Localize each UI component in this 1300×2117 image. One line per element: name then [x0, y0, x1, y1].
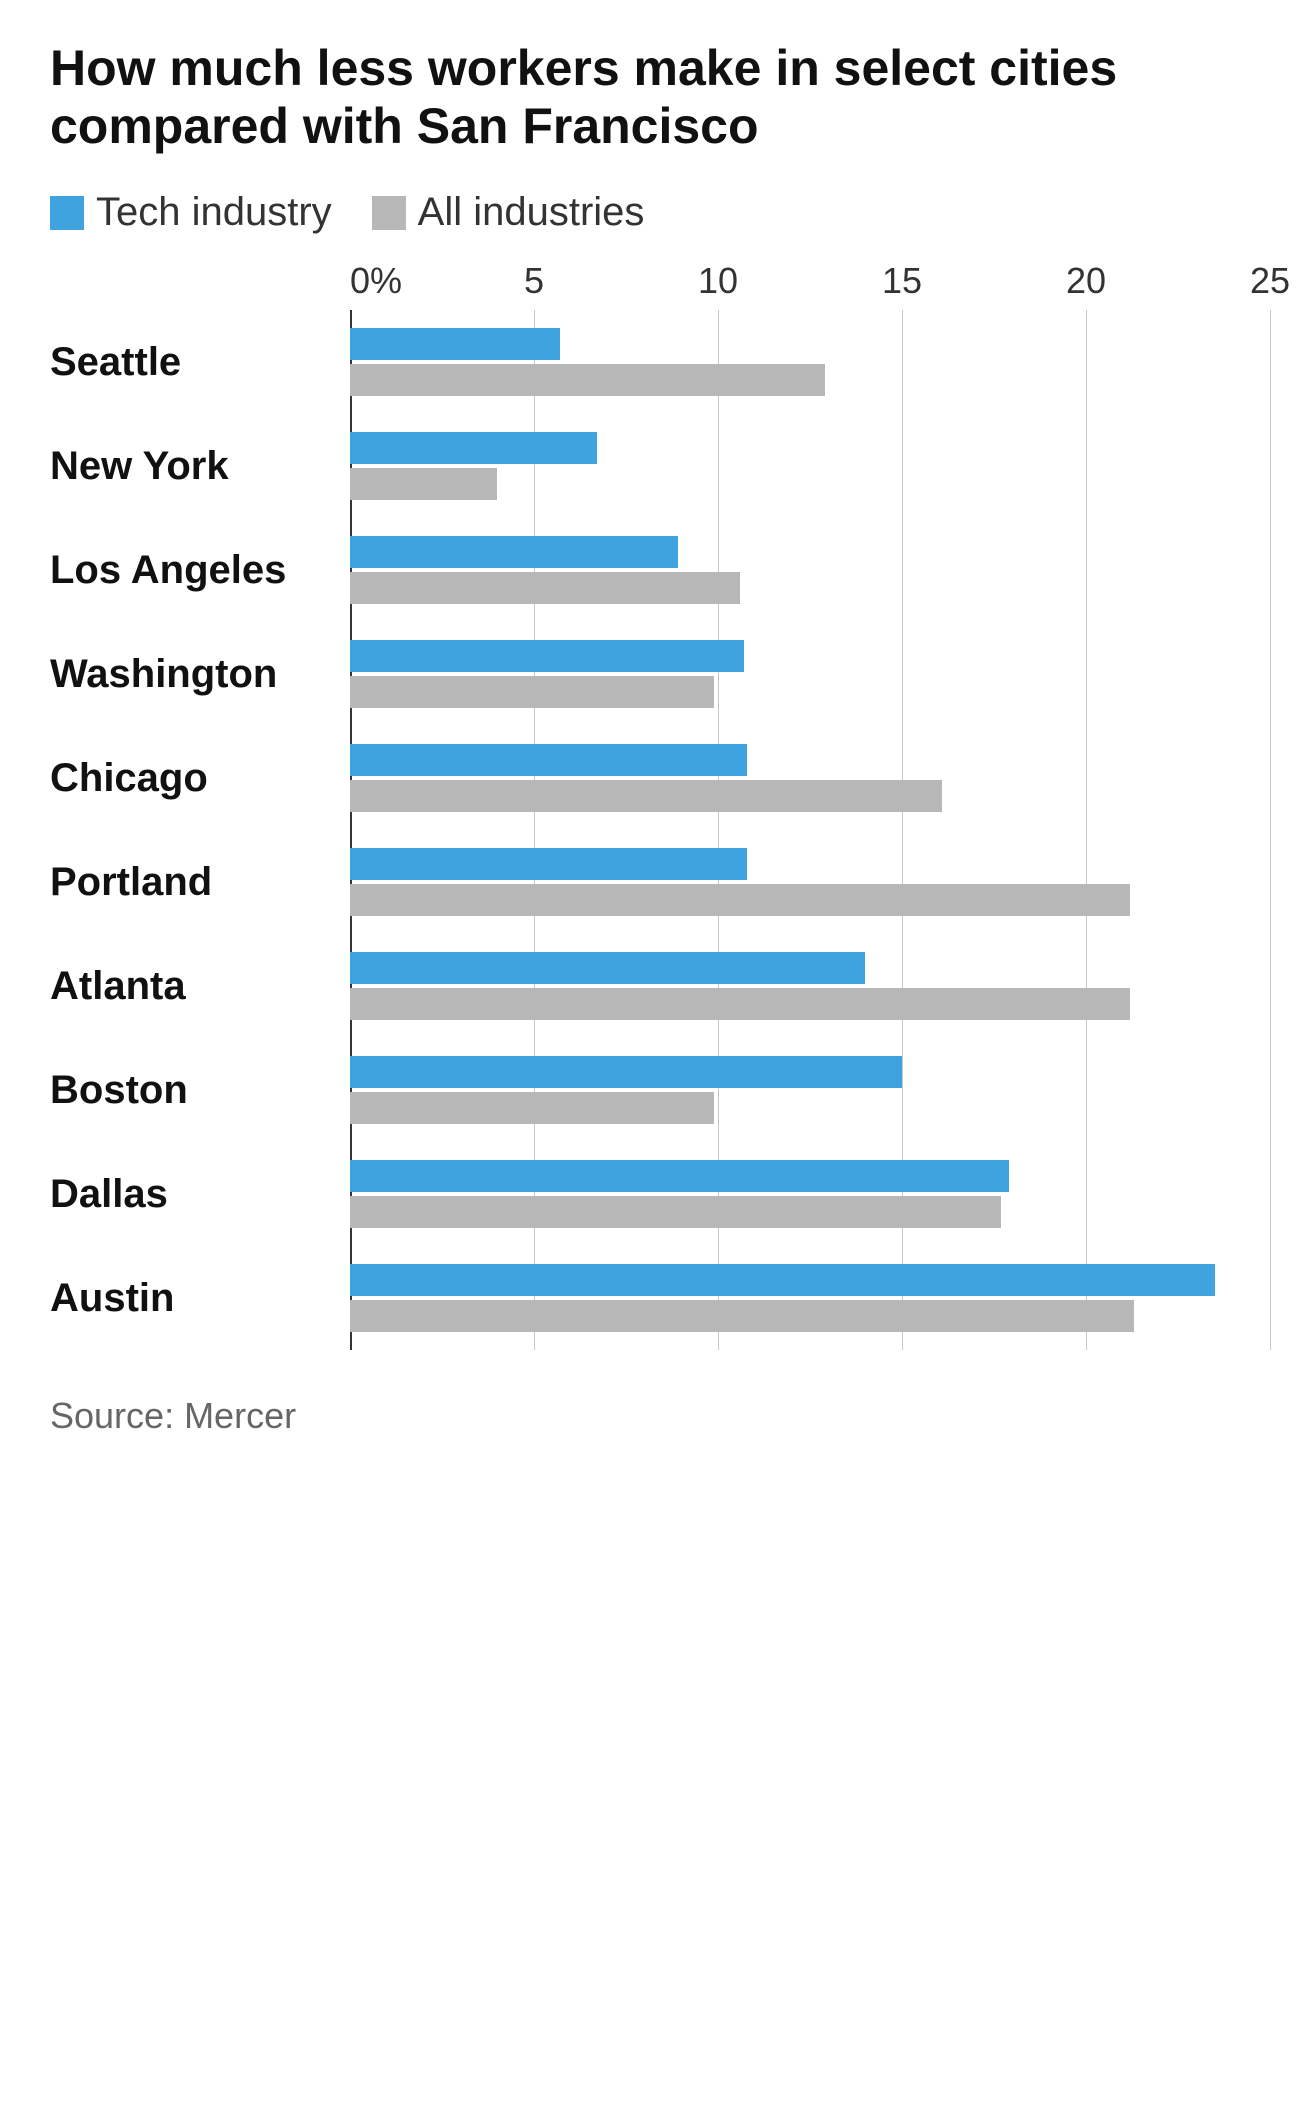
x-tick: 20	[1066, 260, 1106, 302]
bar-group	[350, 1142, 1270, 1246]
x-tick: 0%	[350, 260, 402, 302]
legend-item: Tech industry	[50, 190, 332, 235]
city-label: Boston	[50, 1068, 350, 1113]
data-row: Washington	[50, 622, 1270, 726]
bar-group	[350, 310, 1270, 414]
bar	[350, 1160, 1009, 1192]
bar-group	[350, 414, 1270, 518]
bar	[350, 1092, 714, 1124]
bar	[350, 432, 597, 464]
bar	[350, 848, 747, 880]
city-label: Washington	[50, 652, 350, 697]
bar	[350, 988, 1130, 1020]
bar-group	[350, 1038, 1270, 1142]
bar-group	[350, 726, 1270, 830]
city-label: Los Angeles	[50, 548, 350, 593]
x-tick: 5	[524, 260, 544, 302]
city-label: Seattle	[50, 340, 350, 385]
city-label: Portland	[50, 860, 350, 905]
x-tick: 10	[698, 260, 738, 302]
data-row: New York	[50, 414, 1270, 518]
legend-swatch	[372, 196, 406, 230]
bar	[350, 1056, 902, 1088]
bar-group	[350, 518, 1270, 622]
bar-group	[350, 1246, 1270, 1350]
city-label: Dallas	[50, 1172, 350, 1217]
bar	[350, 536, 678, 568]
x-axis: 0%510152025	[50, 270, 1270, 310]
bar	[350, 468, 497, 500]
bar	[350, 572, 740, 604]
bar-group	[350, 830, 1270, 934]
bar-group	[350, 934, 1270, 1038]
legend: Tech industry All industries	[50, 190, 1270, 235]
data-row: Boston	[50, 1038, 1270, 1142]
data-row: Chicago	[50, 726, 1270, 830]
bar	[350, 328, 560, 360]
bar	[350, 676, 714, 708]
city-label: Austin	[50, 1276, 350, 1321]
data-row: Seattle	[50, 310, 1270, 414]
bar-group	[350, 622, 1270, 726]
legend-label: Tech industry	[96, 190, 332, 235]
gridline	[1270, 310, 1271, 1350]
bar	[350, 1300, 1134, 1332]
x-tick: 25	[1250, 260, 1290, 302]
bar	[350, 780, 942, 812]
data-row: Dallas	[50, 1142, 1270, 1246]
chart-area: 0%510152025 Seattle New York Los Angeles Wa…	[50, 270, 1270, 1350]
data-row: Austin	[50, 1246, 1270, 1350]
data-row: Portland	[50, 830, 1270, 934]
chart-source: Source: Mercer	[50, 1395, 1270, 1437]
data-row: Los Angeles	[50, 518, 1270, 622]
city-label: Atlanta	[50, 964, 350, 1009]
legend-label: All industries	[418, 190, 645, 235]
bar	[350, 952, 865, 984]
legend-swatch	[50, 196, 84, 230]
data-row: Atlanta	[50, 934, 1270, 1038]
plot-rows: Seattle New York Los Angeles Washington Chic…	[50, 310, 1270, 1350]
bar	[350, 1196, 1001, 1228]
city-label: Chicago	[50, 756, 350, 801]
legend-item: All industries	[372, 190, 645, 235]
bar	[350, 1264, 1215, 1296]
bar	[350, 640, 744, 672]
chart-container: How much less workers make in select cit…	[0, 0, 1300, 1477]
city-label: New York	[50, 444, 350, 489]
chart-title: How much less workers make in select cit…	[50, 40, 1270, 155]
x-tick: 15	[882, 260, 922, 302]
bar	[350, 744, 747, 776]
bar	[350, 884, 1130, 916]
bar	[350, 364, 825, 396]
x-axis-ticks: 0%510152025	[350, 270, 1270, 310]
